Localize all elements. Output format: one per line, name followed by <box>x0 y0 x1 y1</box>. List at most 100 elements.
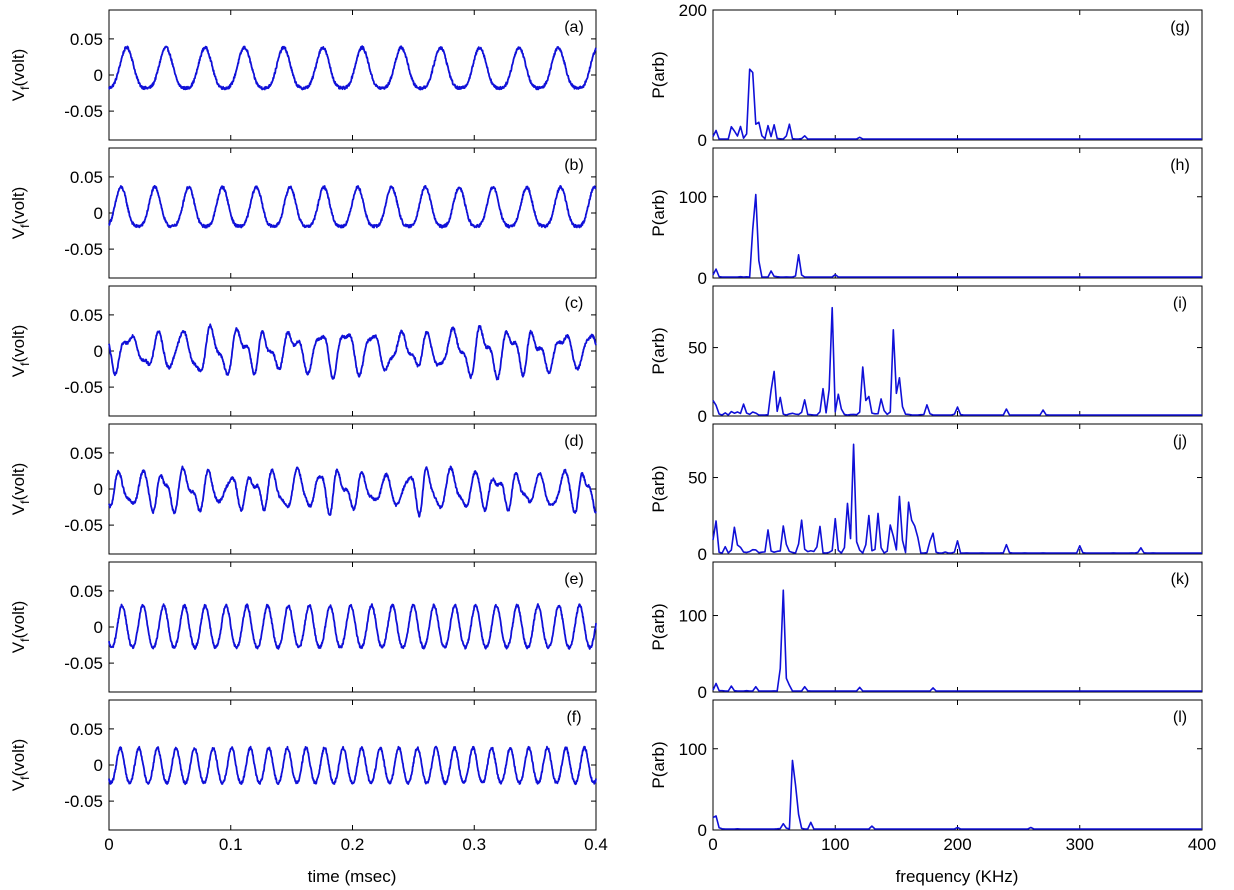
series-line-f <box>108 745 597 786</box>
plot-frame <box>108 423 597 555</box>
y-axis-label: Vf(volt) <box>9 601 32 653</box>
panel-a: -0.05 0 0.05 Vf(volt) (a) <box>9 9 597 141</box>
panel-label: (h) <box>1170 157 1190 174</box>
y-axis-label: Vf(volt) <box>9 739 32 791</box>
panel-label: (i) <box>1173 295 1187 312</box>
y-tick-label: 0.05 <box>70 168 103 187</box>
panel-label: (e) <box>564 571 584 588</box>
panel-h: 0 100 P(arb) (h) <box>649 147 1203 288</box>
x-tick-label: 200 <box>943 835 971 854</box>
panel-e: -0.05 0 0.05 Vf(volt) (e) <box>9 561 597 693</box>
y-tick-label: 0 <box>94 756 103 775</box>
panel-i: 0 50 P(arb) (i) <box>649 285 1203 426</box>
panel-label: (g) <box>1170 19 1190 36</box>
y-axis-label: Vf(volt) <box>9 463 32 515</box>
y-axis-label: P(arb) <box>649 603 668 650</box>
y-axis-label: P(arb) <box>649 51 668 98</box>
y-tick-label: 0.05 <box>70 720 103 739</box>
y-tick-label: -0.05 <box>64 240 103 259</box>
y-tick-label: 0.05 <box>70 306 103 325</box>
plot-frame <box>712 423 1203 555</box>
x-tick-label: 0 <box>104 835 113 854</box>
plot-frame <box>712 147 1203 279</box>
y-tick-label: 0.05 <box>70 582 103 601</box>
y-tick-label: 50 <box>688 469 707 488</box>
plot-frame <box>712 285 1203 417</box>
series-line-j <box>712 443 1202 554</box>
series-line-i <box>712 306 1202 416</box>
series-line-k <box>712 589 1202 692</box>
y-tick-label: 0 <box>698 407 707 426</box>
y-tick-label: 0 <box>698 683 707 702</box>
x-tick-label: 0 <box>708 835 717 854</box>
y-tick-label: 0 <box>698 269 707 288</box>
panel-label: (d) <box>564 433 584 450</box>
plot-frame <box>712 699 1203 831</box>
panel-g: 0 200 P(arb) (g) <box>649 1 1203 150</box>
y-tick-label: 0 <box>94 204 103 223</box>
y-tick-label: -0.05 <box>64 654 103 673</box>
panel-label: (l) <box>1173 709 1187 726</box>
y-tick-label: 0.05 <box>70 30 103 49</box>
panel-k: 0 100 P(arb) (k) <box>649 561 1203 702</box>
y-axis-label: P(arb) <box>649 327 668 374</box>
series-line-c <box>108 323 597 381</box>
y-tick-label: 0 <box>698 545 707 564</box>
y-tick-label: 100 <box>679 188 707 207</box>
y-tick-label: 50 <box>688 339 707 358</box>
y-tick-label: 0 <box>94 66 103 85</box>
panel-label: (b) <box>564 157 584 174</box>
y-tick-label: -0.05 <box>64 792 103 811</box>
series-line-l <box>712 759 1202 830</box>
panel-l: 0 100 200 300 400 0 100 P(arb) (l) <box>649 699 1216 854</box>
panel-label: (j) <box>1173 433 1187 450</box>
y-tick-label: 0 <box>698 131 707 150</box>
x-tick-label: 0.4 <box>584 835 608 854</box>
y-axis-label: Vf(volt) <box>9 187 32 239</box>
y-tick-label: 0 <box>94 342 103 361</box>
series-line-b <box>108 184 597 229</box>
y-tick-label: -0.05 <box>64 378 103 397</box>
right-x-axis-label: frequency (KHz) <box>896 867 1019 886</box>
y-tick-label: 200 <box>679 1 707 20</box>
y-tick-label: 0.05 <box>70 444 103 463</box>
panel-j: 0 50 P(arb) (j) <box>649 423 1203 564</box>
x-tick-label: 300 <box>1066 835 1094 854</box>
panel-label: (a) <box>564 19 584 36</box>
plot-frame <box>108 699 597 831</box>
y-axis-label: P(arb) <box>649 741 668 788</box>
panel-label: (c) <box>565 295 584 312</box>
series-line-g <box>712 68 1202 140</box>
panel-label: (f) <box>566 709 581 726</box>
left-x-axis-label: time (msec) <box>308 867 397 886</box>
y-axis-label: P(arb) <box>649 189 668 236</box>
panel-c: -0.05 0 0.05 Vf(volt) (c) <box>9 285 597 417</box>
x-tick-label: 400 <box>1188 835 1216 854</box>
plot-frame <box>108 561 597 693</box>
panel-f: 0 0.1 0.2 0.3 0.4 -0.05 0 0.05 Vf(volt) (f) <box>9 699 608 854</box>
y-axis-label: Vf(volt) <box>9 325 32 377</box>
y-axis-label: Vf(volt) <box>9 49 32 101</box>
x-tick-label: 0.1 <box>219 835 243 854</box>
y-tick-label: -0.05 <box>64 516 103 535</box>
y-tick-label: 0 <box>698 821 707 840</box>
series-line-a <box>108 45 597 91</box>
plot-frame <box>712 9 1203 141</box>
y-axis-label: P(arb) <box>649 465 668 512</box>
series-line-d <box>108 465 597 518</box>
y-tick-label: -0.05 <box>64 102 103 121</box>
x-tick-label: 100 <box>821 835 849 854</box>
panel-b: -0.05 0 0.05 Vf(volt) (b) <box>9 147 597 279</box>
panel-d: -0.05 0 0.05 Vf(volt) (d) <box>9 423 597 555</box>
plot-frame <box>108 285 597 417</box>
plot-frame <box>712 561 1203 693</box>
plot-frame <box>108 147 597 279</box>
y-tick-label: 100 <box>679 607 707 626</box>
y-tick-label: 0 <box>94 480 103 499</box>
series-line-e <box>108 603 597 650</box>
x-tick-label: 0.2 <box>341 835 365 854</box>
panel-label: (k) <box>1171 571 1190 588</box>
x-tick-label: 0.3 <box>462 835 486 854</box>
series-line-h <box>712 193 1202 278</box>
